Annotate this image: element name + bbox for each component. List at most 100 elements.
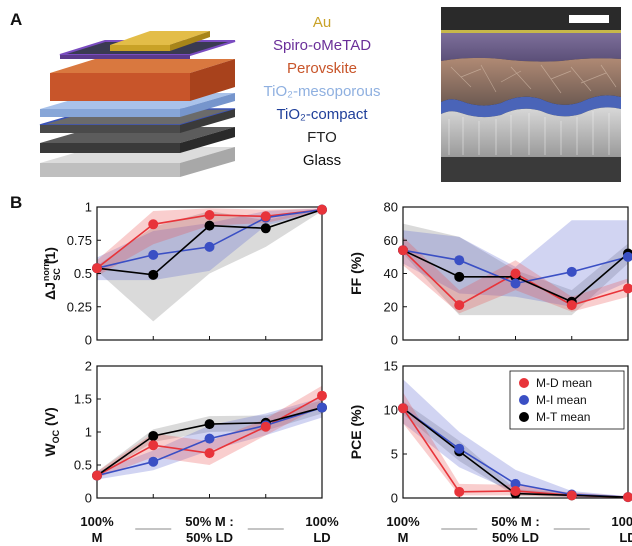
pce-band-mt	[403, 401, 628, 498]
x-category-line1: 50% M :	[185, 514, 233, 529]
legend: M-D mean M-I mean M-T mean	[509, 370, 625, 430]
ff-ytick-label: 20	[384, 299, 398, 314]
pce-ytick-label: 10	[384, 403, 398, 418]
legend-marker-md	[519, 378, 529, 388]
pce-point-md	[454, 486, 465, 497]
ff-ytick-label: 40	[384, 266, 398, 281]
pce-point-md	[623, 492, 632, 503]
legend-label-mt: M-T mean	[536, 410, 590, 424]
x-category-line1: 100%	[305, 514, 339, 529]
layer-label-spiro: Spiro-oMeTAD	[272, 37, 372, 54]
jsc-point-md	[260, 211, 271, 222]
ff-band-mt	[403, 223, 628, 316]
jsc-ytick-label: 0	[85, 333, 92, 348]
jsc-point-md	[204, 209, 215, 220]
woc-point-md	[92, 470, 102, 481]
ff-point-md	[398, 245, 408, 256]
pce-band-mi	[403, 379, 628, 498]
chart-pce: 0 5 10 15 PCE (%)	[348, 359, 632, 506]
x-category-line1: 50% M :	[491, 514, 539, 529]
ff-ytick-label: 60	[384, 233, 398, 248]
pce-point-md	[398, 403, 408, 414]
woc-ytick-label: 1	[85, 425, 92, 440]
layer-label-fto: FTO	[307, 129, 337, 146]
ff-point-mi	[454, 255, 465, 266]
layer-label-tio2-compact: TiO₂-compact	[276, 106, 368, 123]
woc-point-md	[148, 440, 159, 451]
chart-jsc: 0 0.25 0.5 0.75 1 ΔJnormSC (1)	[41, 200, 327, 348]
layer-perovskite	[50, 59, 235, 101]
ff-ytick-label: 80	[384, 200, 398, 215]
pce-ytick-label: 15	[384, 359, 398, 374]
x-category-line2: LD	[313, 530, 330, 545]
woc-point-mi	[317, 402, 327, 413]
jsc-band-mt	[97, 208, 322, 322]
jsc-ytick-label: 0.5	[74, 266, 92, 281]
x-category-line1: 100%	[386, 514, 420, 529]
woc-ytick-label: 0.5	[74, 458, 92, 473]
jsc-point-mt	[204, 220, 215, 231]
scale-bar	[569, 15, 609, 23]
pce-point-md	[510, 485, 521, 496]
woc-point-md	[317, 390, 327, 401]
jsc-point-mt	[148, 269, 159, 280]
ff-ylabel: FF (%)	[348, 252, 364, 295]
jsc-point-mi	[148, 249, 159, 260]
woc-point-mi	[148, 456, 159, 467]
jsc-ytick-label: 0.25	[67, 299, 92, 314]
x-category-line2: 50% LD	[186, 530, 233, 545]
woc-point-md	[204, 448, 215, 459]
jsc-point-mi	[204, 241, 215, 252]
layer-stack-illustration	[39, 31, 236, 177]
x-category-line2: M	[398, 530, 409, 545]
jsc-point-mt	[260, 223, 271, 234]
layer-label-glass: Glass	[302, 152, 342, 169]
pce-ylabel: PCE (%)	[348, 405, 364, 459]
jsc-point-md	[92, 263, 102, 274]
jsc-ytick-label: 0.75	[67, 233, 92, 248]
ff-point-mi	[510, 278, 521, 289]
jsc-point-md	[317, 204, 327, 215]
layer-au	[110, 31, 210, 51]
legend-marker-mt	[519, 412, 529, 422]
jsc-point-md	[148, 219, 159, 230]
woc-point-mt	[204, 419, 215, 430]
x-category-line2: M	[92, 530, 103, 545]
woc-ytick-label: 2	[85, 359, 92, 374]
legend-label-mi: M-I mean	[536, 393, 587, 407]
woc-point-mi	[204, 433, 215, 444]
pce-point-mi	[454, 443, 465, 454]
ff-point-mt	[454, 271, 465, 282]
ff-band-mi	[403, 220, 628, 307]
pce-point-md	[566, 490, 577, 501]
x-category-line1: 100%	[80, 514, 114, 529]
chart-ff: 0 20 40 60 80 FF (%)	[348, 200, 632, 348]
layer-labels: Au Spiro-oMeTAD Perovskite TiO₂-mesoporo…	[222, 14, 422, 184]
jsc-ylabel: ΔJnormSC (1)	[41, 247, 62, 300]
panel-b-letter: B	[10, 193, 23, 212]
x-category-line1: 100%	[611, 514, 632, 529]
sem-cross-section-image	[441, 7, 621, 182]
woc-ytick-label: 1.5	[74, 392, 92, 407]
ff-point-mi	[623, 251, 632, 262]
jsc-ytick-label: 1	[85, 200, 92, 215]
woc-point-md	[260, 421, 271, 432]
ff-point-md	[454, 300, 465, 311]
woc-ytick-label: 0	[85, 491, 92, 506]
ff-point-md	[623, 283, 632, 294]
legend-marker-mi	[519, 395, 529, 405]
pce-ytick-label: 0	[391, 491, 398, 506]
panel-a-letter: A	[10, 10, 23, 29]
woc-band-md	[97, 385, 322, 479]
layer-label-perovskite: Perovskite	[286, 60, 358, 77]
woc-point-mt	[148, 430, 159, 441]
x-category-line2: 50% LD	[492, 530, 539, 545]
ff-point-md	[510, 268, 521, 279]
x-category-line2: LD	[619, 530, 632, 545]
chart-woc: 0 0.5 1 1.5 2 WOC (V)	[42, 359, 327, 506]
layer-label-au: Au	[312, 14, 332, 31]
layer-label-tio2-mesoporous: TiO₂-mesoporous	[263, 83, 381, 100]
